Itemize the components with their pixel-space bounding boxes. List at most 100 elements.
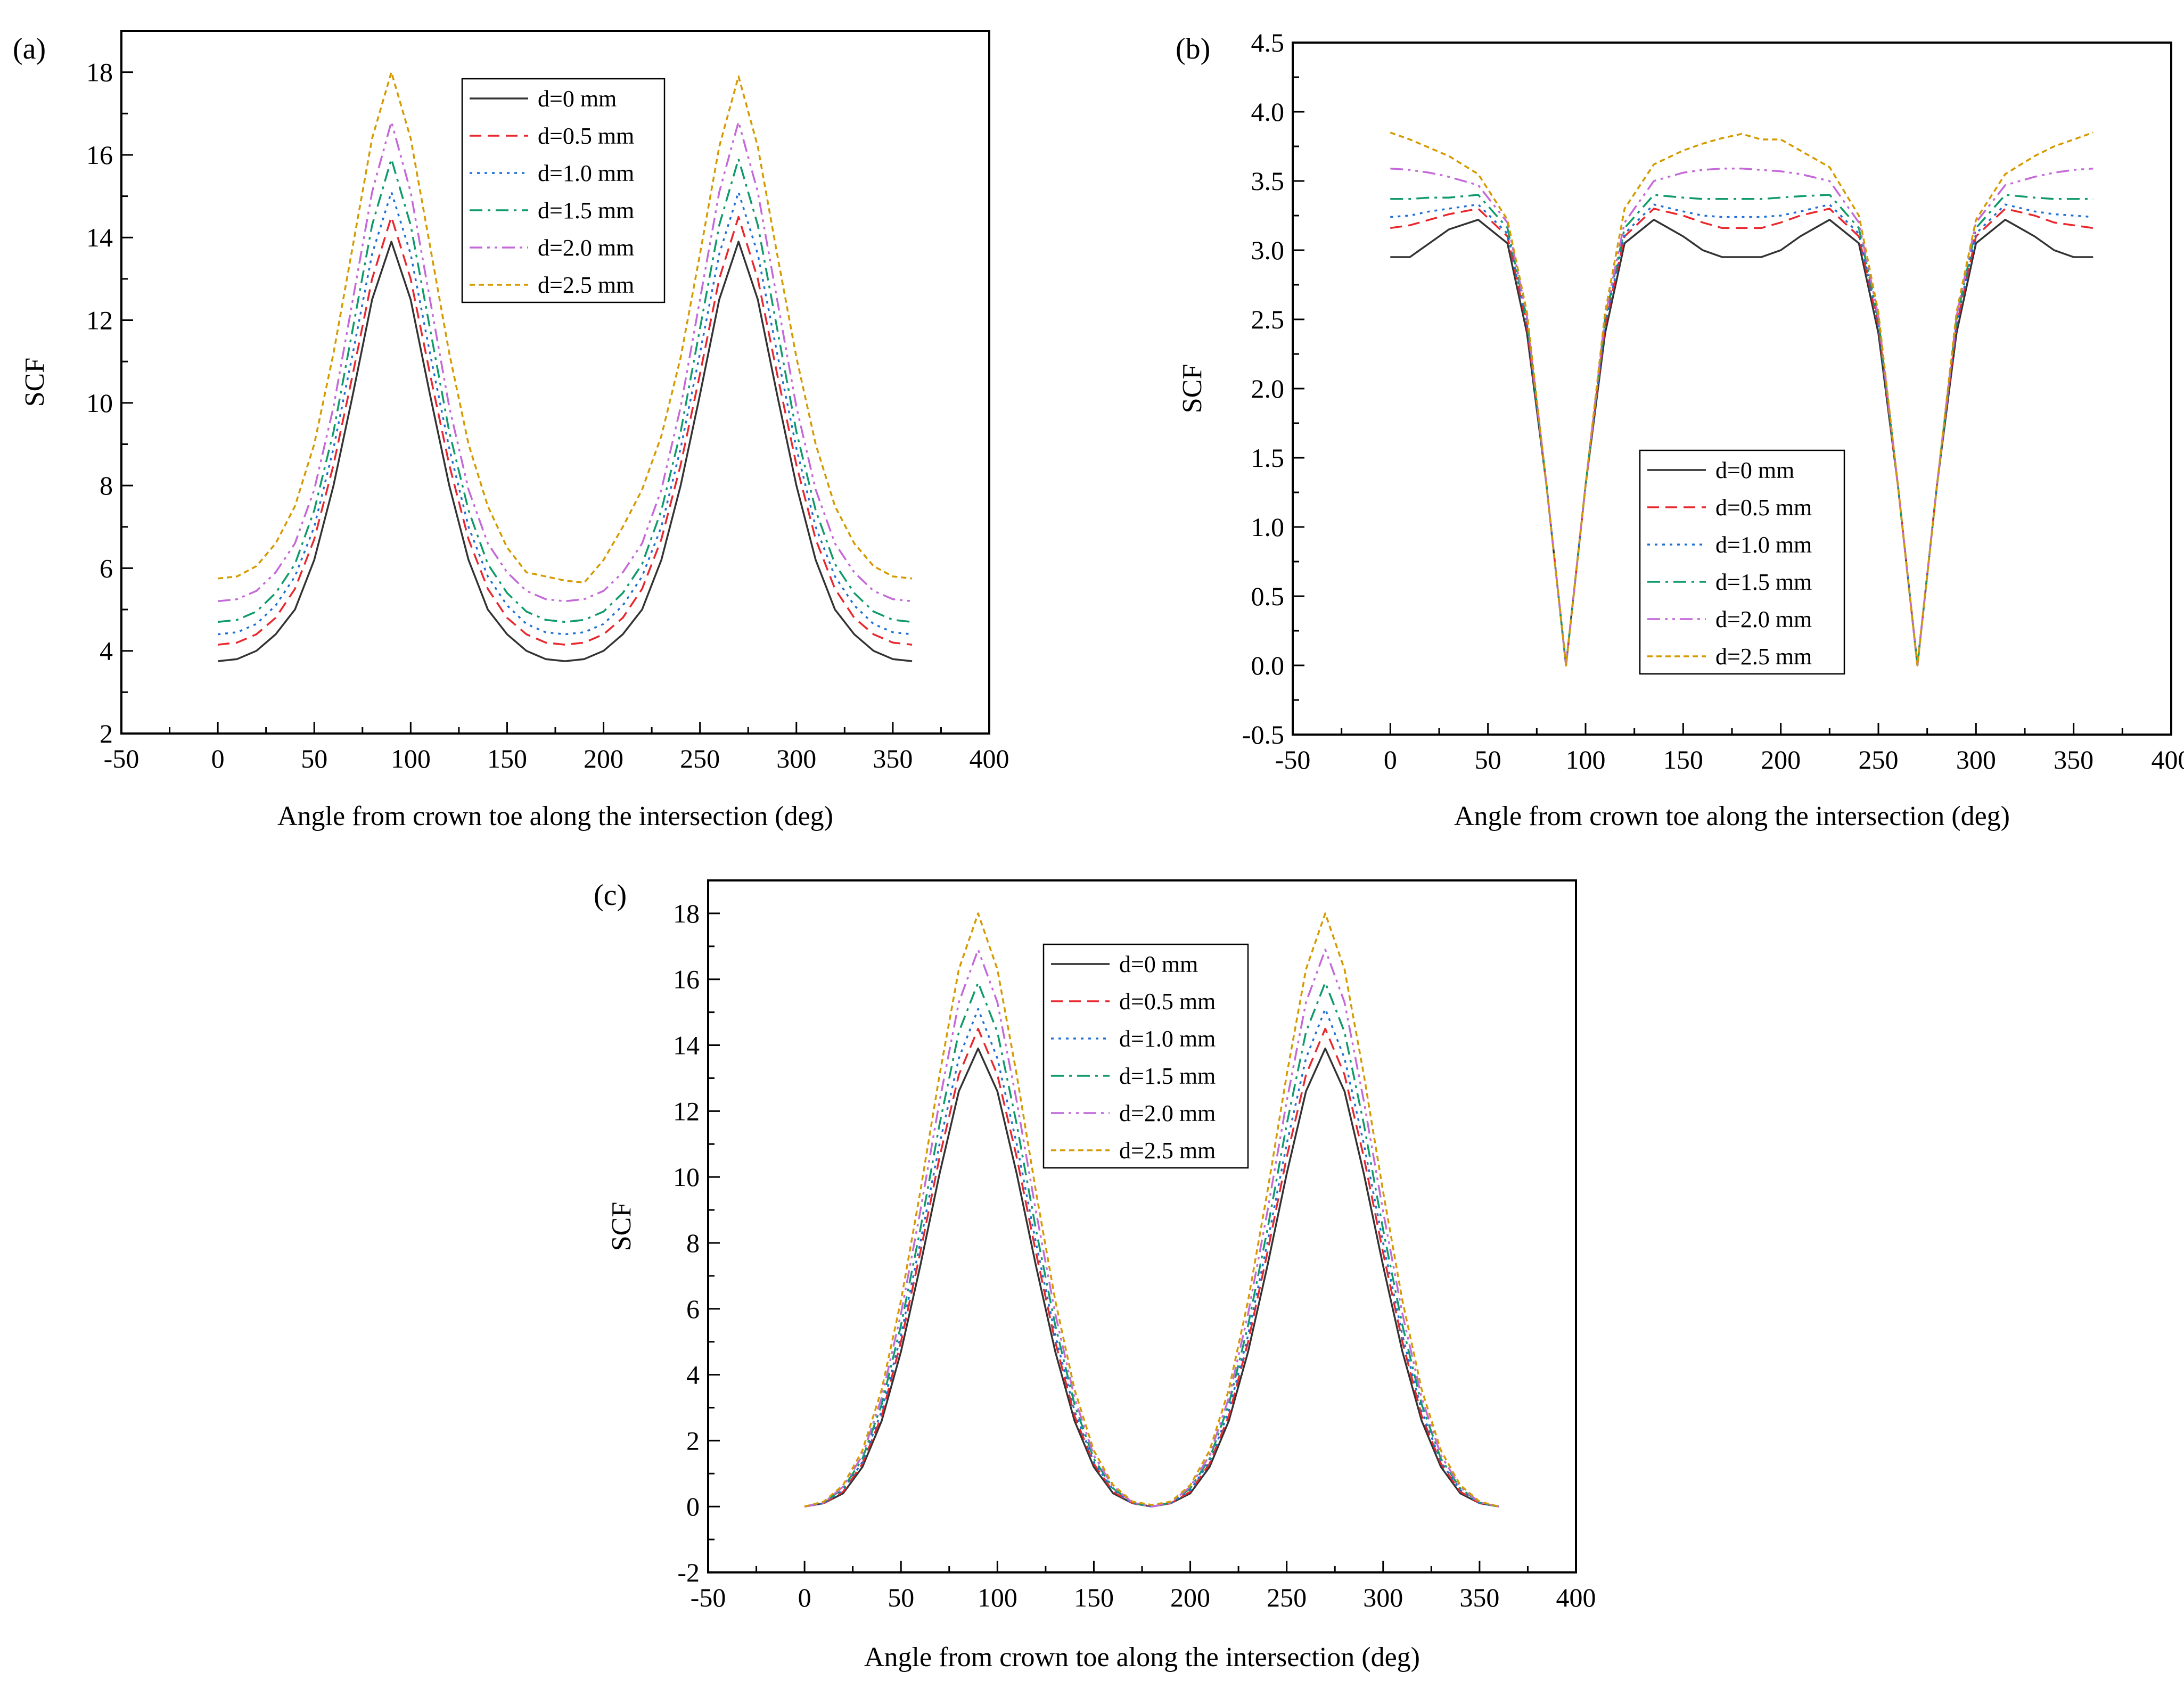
y-axis-title: SCF [20, 358, 50, 407]
x-tick-label: -50 [691, 1583, 726, 1612]
y-tick-label: 4 [100, 636, 113, 666]
y-tick-label: 4.0 [1251, 97, 1285, 127]
y-tick-label: 16 [86, 140, 113, 170]
x-tick-label: 400 [2152, 745, 2184, 775]
y-tick-label: 8 [100, 471, 113, 500]
legend-label: d=2.0 mm [1119, 1100, 1216, 1126]
x-tick-label: 350 [873, 744, 913, 773]
y-tick-label: 18 [86, 57, 113, 87]
x-tick-label: 100 [1566, 745, 1606, 775]
y-tick-label: 2.5 [1251, 304, 1285, 334]
series-line-4 [217, 158, 913, 623]
series-line-2 [217, 216, 913, 646]
legend-label: d=1.5 mm [1715, 569, 1812, 595]
legend-label: d=2.0 mm [538, 235, 634, 261]
y-tick-label: 8 [686, 1228, 700, 1258]
x-tick-label: 300 [1956, 745, 1996, 775]
panel-label: (c) [594, 879, 627, 912]
x-tick-label: 200 [584, 744, 623, 773]
x-tick-label: 100 [978, 1583, 1017, 1612]
panel-label: (a) [13, 32, 46, 65]
panel-label: (b) [1176, 32, 1210, 65]
x-tick-label: 400 [970, 744, 1009, 773]
y-tick-label: 14 [86, 223, 113, 252]
y-tick-label: 10 [86, 388, 113, 418]
legend-box [461, 78, 666, 303]
series-line-5 [804, 949, 1499, 1507]
y-tick-label: 0 [686, 1492, 700, 1521]
legend-label: d=1.5 mm [1119, 1063, 1216, 1089]
series-line-5 [1390, 167, 2093, 666]
x-tick-label: 200 [1170, 1583, 1210, 1612]
series-line-3 [217, 191, 913, 636]
legend: d=0 mm d=0.5 mm d=1.0 mm d=1.5 mm d=2.0 mm d=… [1639, 449, 1845, 675]
x-tick-label: 100 [391, 744, 431, 773]
legend-label: d=2.5 mm [1715, 644, 1812, 670]
x-tick-label: 0 [1384, 745, 1397, 775]
x-tick-label: 150 [1074, 1583, 1114, 1612]
legend-label: d=0.5 mm [1119, 988, 1216, 1015]
y-tick-label: 0.5 [1251, 581, 1285, 611]
y-tick-label: 18 [673, 899, 700, 928]
y-tick-label: 4 [686, 1360, 700, 1390]
y-tick-label: 4.5 [1251, 28, 1285, 57]
x-tick-label: 0 [798, 1583, 811, 1612]
y-tick-label: 6 [100, 553, 113, 583]
x-tick-label: 0 [211, 744, 225, 773]
x-tick-label: 250 [680, 744, 720, 773]
x-tick-label: 400 [1556, 1583, 1596, 1612]
legend-label: d=1.0 mm [538, 160, 634, 186]
legend-label: d=2.0 mm [1715, 606, 1812, 632]
x-axis-title: Angle from crown toe along the intersect… [277, 801, 833, 831]
legend-label: d=2.5 mm [1119, 1138, 1216, 1164]
y-tick-label: -2 [677, 1558, 700, 1587]
series-line-1 [217, 241, 913, 662]
y-tick-label: 12 [86, 306, 113, 335]
y-tick-label: 2.0 [1251, 374, 1285, 403]
legend-label: d=0 mm [538, 86, 617, 112]
legend-label: d=1.0 mm [1715, 532, 1812, 558]
y-tick-label: 16 [673, 965, 700, 994]
series-line-2 [1390, 208, 2093, 666]
series-line-1 [1390, 219, 2093, 666]
x-tick-label: 150 [1663, 745, 1703, 775]
y-tick-label: 12 [673, 1096, 700, 1126]
x-tick-label: 350 [1459, 1583, 1499, 1612]
y-tick-label: 3.5 [1251, 166, 1285, 196]
y-tick-label: 2 [100, 719, 113, 748]
x-tick-label: 50 [301, 744, 327, 773]
x-tick-label: 50 [888, 1583, 914, 1612]
legend: d=0 mm d=0.5 mm d=1.0 mm d=1.5 mm d=2.0 mm d=… [461, 78, 666, 303]
series-line-6 [804, 912, 1499, 1507]
legend-label: d=0 mm [1119, 951, 1198, 977]
x-tick-label: 300 [1363, 1583, 1403, 1612]
y-tick-label: 0.0 [1251, 650, 1285, 680]
y-axis-title: SCF [606, 1202, 637, 1251]
y-tick-label: 10 [673, 1162, 700, 1192]
legend-box [1042, 943, 1249, 1169]
y-tick-label: 1.5 [1251, 443, 1285, 473]
chart-panel-3: -50 0 50 100 150 200 250 300 350 400 -2 0 2 4 6 8 10 12 14… [594, 879, 1596, 1672]
legend-label: d=0.5 mm [538, 123, 634, 149]
series-line-6 [1390, 131, 2093, 666]
chart-panel-2: -50 0 50 100 150 200 250 300 350 400 -0.5 0.0 0.5 1.0… [1176, 28, 2184, 831]
legend-label: d=1.0 mm [1119, 1026, 1216, 1052]
x-tick-label: 200 [1761, 745, 1801, 775]
y-tick-label: 3.0 [1251, 235, 1285, 265]
legend-label: d=0 mm [1715, 457, 1794, 483]
legend: d=0 mm d=0.5 mm d=1.0 mm d=1.5 mm d=2.0 mm d=… [1042, 943, 1249, 1169]
legend-label: d=0.5 mm [1715, 495, 1812, 521]
x-tick-label: 250 [1859, 745, 1899, 775]
y-tick-label: 1.0 [1251, 512, 1285, 542]
y-tick-label: -0.5 [1242, 720, 1284, 749]
x-tick-label: 350 [2054, 745, 2093, 775]
legend-label: d=1.5 mm [538, 197, 634, 224]
x-tick-label: 50 [1475, 745, 1501, 775]
series-line-3 [804, 1008, 1499, 1507]
x-tick-label: -50 [1275, 745, 1311, 775]
y-axis-title: SCF [1177, 364, 1208, 414]
x-tick-label: 250 [1267, 1583, 1307, 1612]
y-tick-label: 14 [673, 1031, 700, 1060]
x-tick-label: 300 [776, 744, 816, 773]
